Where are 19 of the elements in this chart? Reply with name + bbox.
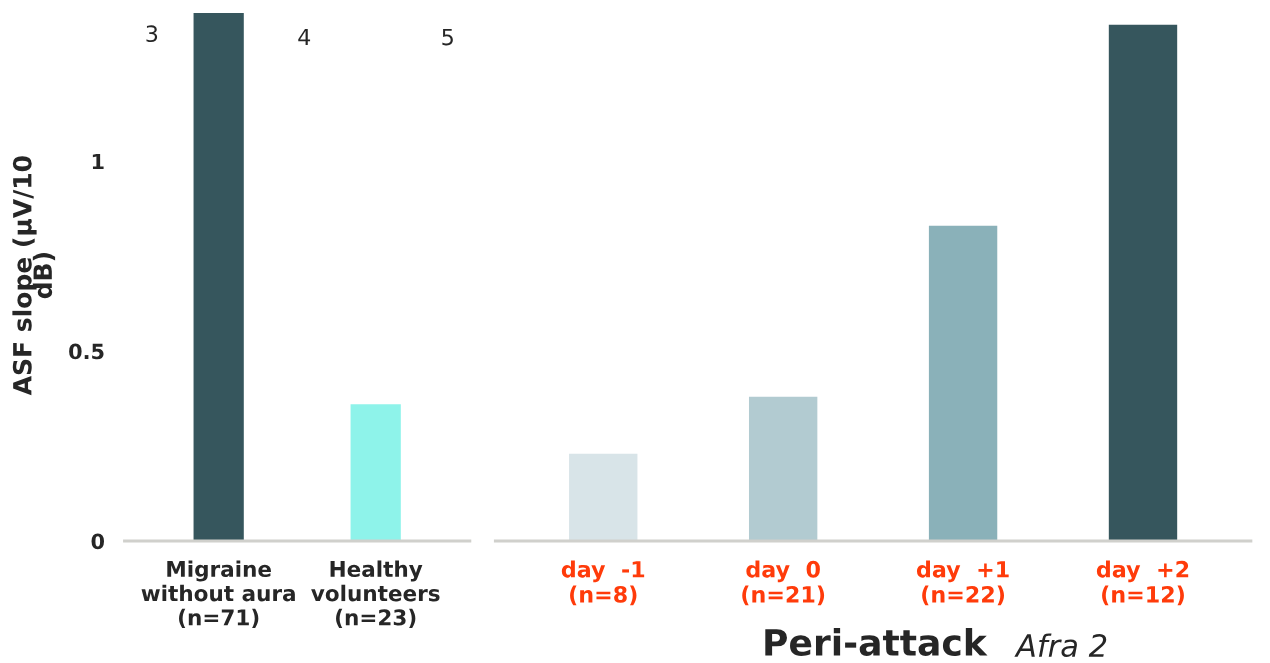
bar <box>928 225 998 542</box>
x-tick-label: day 0 (n=21) <box>742 560 825 606</box>
y-tick-label: 0 <box>91 533 105 550</box>
x-tick-label: day -1 (n=8) <box>561 560 645 606</box>
x-tick-label: Healthy volunteers (n=23) <box>311 560 440 629</box>
annotation: 4 <box>298 28 311 46</box>
bar <box>748 396 818 542</box>
annotation: 3 <box>146 25 158 43</box>
y-axis-title: ASF slope (μV/10 dB) <box>12 156 56 396</box>
bar <box>1108 24 1178 542</box>
y-tick-label: 0.5 <box>69 343 104 360</box>
annotation: 5 <box>442 28 453 46</box>
y-tick-label: 1 <box>92 153 104 170</box>
x-tick-label: day +1 (n=22) <box>916 560 1009 606</box>
x-tick-label: day +2 (n=12) <box>1096 560 1189 606</box>
bar <box>569 453 638 542</box>
text: Peri-attack <box>765 628 988 656</box>
x-tick-label: Migraine without aura (n=71) <box>141 560 295 629</box>
text: Afra 2 <box>1014 633 1107 658</box>
